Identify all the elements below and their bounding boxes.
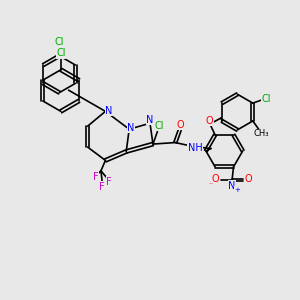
Text: Cl: Cl [154, 121, 164, 130]
Text: O: O [212, 174, 220, 184]
Text: Cl: Cl [262, 94, 271, 104]
Text: Cl: Cl [55, 38, 64, 47]
Text: F: F [99, 182, 105, 192]
Text: N: N [228, 181, 236, 190]
Text: NH: NH [188, 143, 203, 153]
Text: N: N [146, 115, 154, 125]
Text: ⁻: ⁻ [208, 180, 213, 189]
Text: N: N [105, 106, 113, 116]
Text: N: N [127, 123, 134, 133]
Text: F: F [106, 177, 112, 187]
Text: +: + [234, 187, 240, 193]
Text: CH₃: CH₃ [254, 129, 269, 138]
Text: O: O [176, 120, 184, 130]
Text: Cl: Cl [56, 48, 66, 59]
Text: O: O [244, 174, 252, 184]
Text: O: O [206, 116, 213, 126]
Text: F: F [93, 172, 99, 182]
